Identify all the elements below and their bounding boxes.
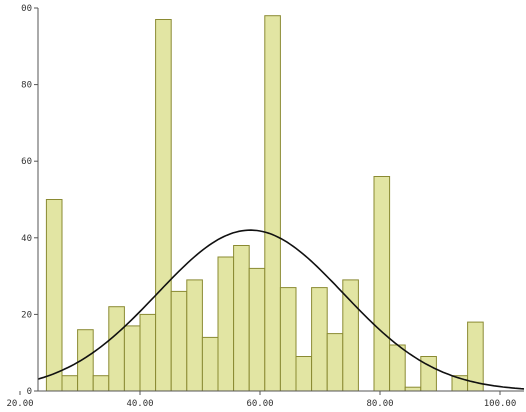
x-tick-label-4: 100.00: [484, 399, 517, 409]
histogram-bar-15: [279, 287, 297, 392]
histogram-bar-4: [108, 306, 125, 392]
histogram-bar-3: [92, 375, 110, 392]
y-tick-label-3: 60: [21, 157, 32, 167]
histogram-bar-21: [373, 176, 391, 392]
x-tick-label-1: 40.00: [126, 399, 153, 409]
histogram-bar-12: [233, 245, 250, 392]
histogram-bar-16: [295, 356, 313, 392]
y-tick-label-0: 0: [27, 387, 32, 397]
histogram-bar-13: [248, 267, 266, 392]
x-ticks-layer: 20.00 40.00 60.00 80.00 100.00: [6, 391, 516, 409]
histogram-bar-1: [61, 375, 79, 392]
x-tick-label-2: 60.00: [246, 399, 273, 409]
histogram-bar-6: [139, 313, 157, 392]
histogram-bar-14: [264, 15, 281, 392]
histogram-bar-0: [45, 199, 63, 392]
histogram-bar-8: [170, 290, 188, 392]
y-tick-label-2: 40: [21, 234, 32, 244]
histogram-bar-19: [342, 279, 359, 392]
histogram-bar-23: [404, 386, 422, 392]
histogram-bar-11: [217, 256, 235, 392]
histogram-bar-22: [389, 344, 406, 392]
histogram-bar-10: [201, 336, 219, 392]
y-tick-label-5: 00: [21, 4, 32, 14]
x-tick-label-0: 20.00: [6, 399, 33, 409]
y-tick-label-1: 20: [21, 310, 32, 320]
histogram-bar-9: [186, 279, 203, 392]
x-tick-label-3: 80.00: [366, 399, 393, 409]
histogram-bar-7: [155, 19, 172, 392]
y-ticks-layer: 0 20 40 60 80 00: [21, 4, 38, 397]
histogram-bar-5: [123, 325, 141, 392]
histogram-bar-17: [311, 287, 328, 392]
y-tick-label-4: 80: [21, 81, 32, 91]
normal-curve: [37, 229, 525, 390]
histogram-bar-18: [326, 333, 344, 392]
